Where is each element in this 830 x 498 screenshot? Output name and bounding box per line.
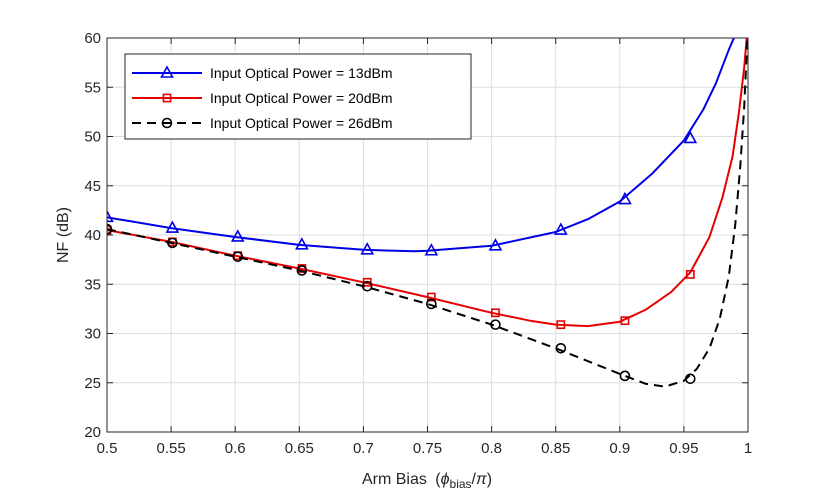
x-tick-label: 0.6 bbox=[225, 440, 246, 457]
series-3-marker bbox=[167, 237, 178, 249]
series-2-marker bbox=[620, 316, 630, 326]
x-tick-label: 0.85 bbox=[541, 440, 570, 457]
x-tick-label: 0.65 bbox=[285, 440, 314, 457]
x-tick-label: 0.55 bbox=[156, 440, 185, 457]
series-1-marker bbox=[424, 243, 439, 256]
series-1-marker bbox=[295, 237, 309, 250]
x-tick-label: 1 bbox=[744, 440, 752, 457]
y-tick-label: 25 bbox=[84, 375, 101, 392]
y-tick-label: 45 bbox=[84, 178, 101, 195]
y-tick-label: 40 bbox=[84, 227, 101, 244]
legend-label-2: Input Optical Power = 20dBm bbox=[210, 90, 393, 106]
series-3-marker bbox=[619, 370, 631, 382]
series-1-marker bbox=[107, 209, 114, 223]
series-1 bbox=[107, 38, 735, 256]
y-tick-label: 20 bbox=[84, 424, 101, 441]
y-tick-label: 35 bbox=[84, 276, 101, 293]
legend-marker-1 bbox=[160, 65, 174, 78]
legend-marker-2 bbox=[162, 93, 172, 103]
series-3-marker bbox=[232, 251, 244, 262]
series-3-marker bbox=[555, 342, 567, 354]
legend-label-3: Input Optical Power = 26dBm bbox=[210, 115, 393, 131]
x-tick-label: 0.5 bbox=[97, 440, 118, 457]
series-1-marker bbox=[230, 229, 245, 242]
series-line-3 bbox=[107, 38, 748, 388]
series-3-marker bbox=[426, 298, 437, 310]
y-tick-label: 50 bbox=[84, 129, 101, 146]
series-3-marker bbox=[296, 265, 308, 276]
x-axis-label-math: (ϕbias/π) bbox=[435, 471, 492, 491]
series-1-marker bbox=[683, 130, 698, 144]
x-axis-label: Arm Bias (ϕbias/π) bbox=[362, 471, 492, 491]
series-3 bbox=[107, 38, 748, 388]
x-tick-label: 0.75 bbox=[413, 440, 442, 457]
series-2-marker bbox=[491, 308, 500, 318]
series-2-marker bbox=[362, 277, 372, 287]
legend-box bbox=[124, 53, 472, 140]
series-line-2 bbox=[107, 38, 748, 328]
y-tick-label: 30 bbox=[84, 326, 101, 343]
x-axis-label-text: Arm Bias bbox=[362, 471, 427, 488]
y-tick-label: 55 bbox=[84, 79, 101, 96]
x-tick-label: 0.95 bbox=[669, 440, 698, 457]
series-1-marker bbox=[360, 242, 375, 255]
series-2-marker bbox=[426, 292, 436, 302]
y-axis-label: NF (dB) bbox=[55, 207, 72, 263]
series-3-marker bbox=[361, 280, 373, 292]
legend-label-1: Input Optical Power = 13dBm bbox=[210, 65, 393, 81]
series-3-marker bbox=[490, 319, 501, 330]
series-1-marker bbox=[488, 238, 503, 251]
y-tick-label: 60 bbox=[84, 30, 101, 47]
legend: Input Optical Power = 13dBm Input Optical… bbox=[124, 53, 472, 140]
series-1-marker bbox=[553, 222, 568, 235]
legend-marker-3 bbox=[161, 117, 173, 129]
series-1-marker bbox=[165, 220, 180, 233]
series-layer bbox=[107, 38, 748, 388]
series-2-marker bbox=[685, 269, 695, 279]
series-3-marker bbox=[685, 373, 696, 385]
x-tick-label: 0.9 bbox=[609, 440, 630, 457]
series-3-marker bbox=[107, 223, 113, 235]
x-tick-label: 0.7 bbox=[353, 440, 374, 457]
x-tick-label: 0.8 bbox=[481, 440, 502, 457]
series-1-marker bbox=[618, 191, 632, 205]
series-2-marker bbox=[556, 320, 566, 330]
axis-ticks: 0.5 0.55 0.6 0.65 0.7 0.75 0.8 0.85 0.9 0.95 1 20 25… bbox=[84, 30, 752, 457]
